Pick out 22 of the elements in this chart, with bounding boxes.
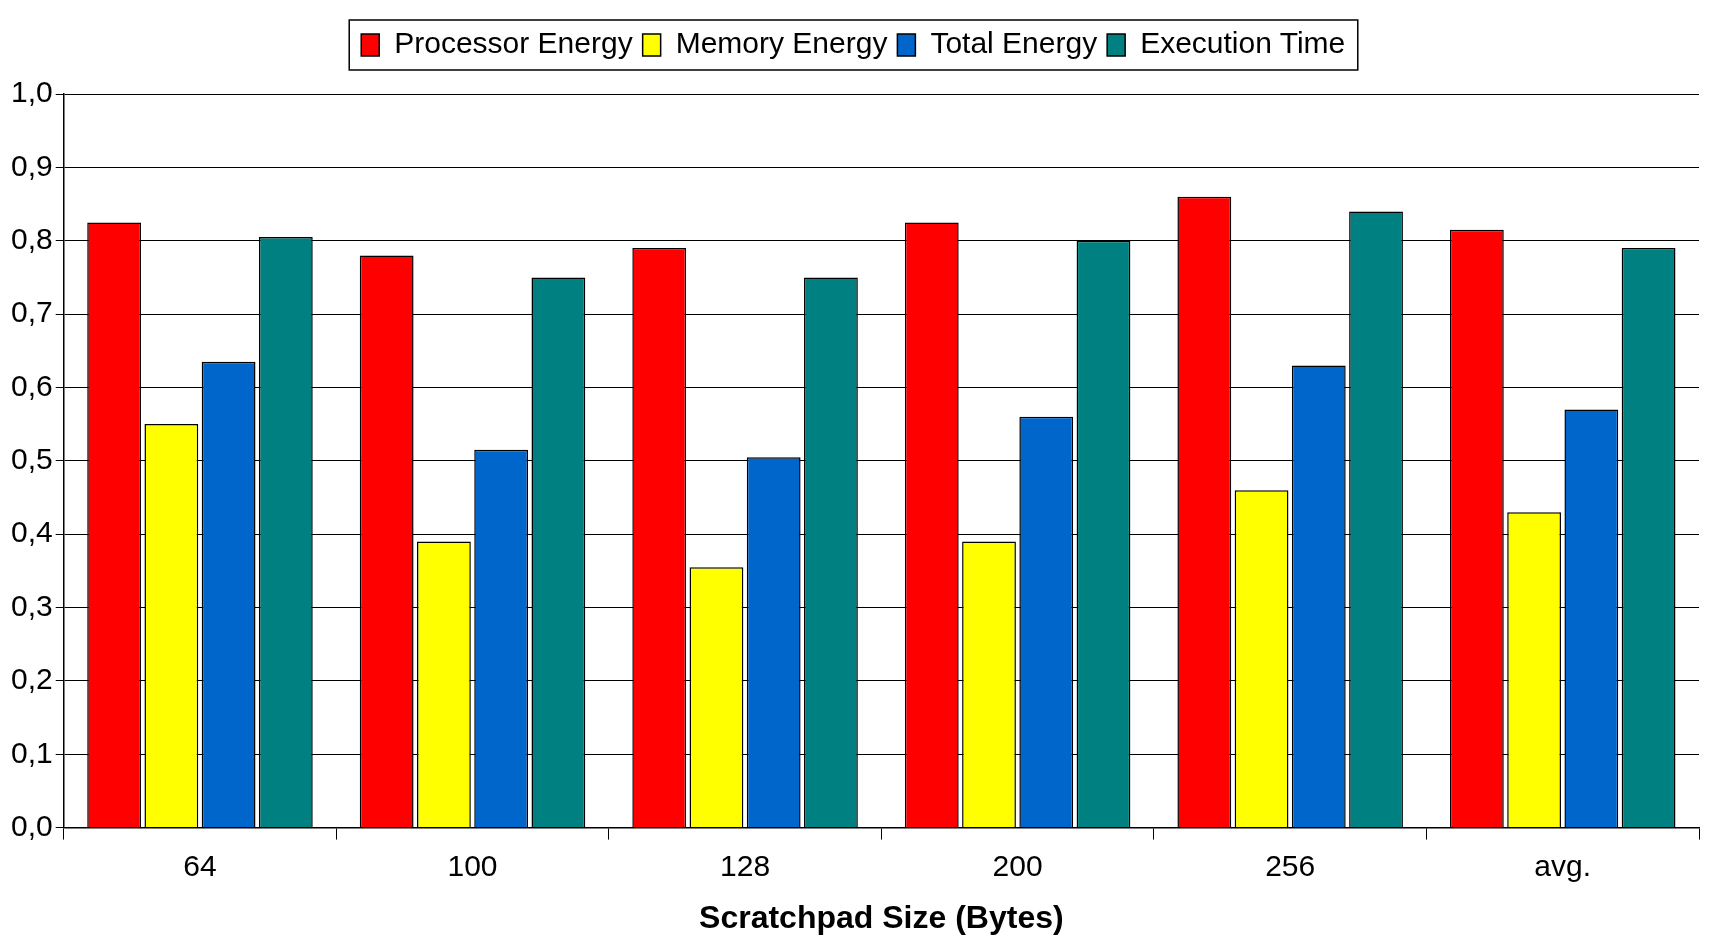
x-tick-label: 100 [447, 848, 498, 882]
x-axis-title: Scratchpad Size (Bytes) [699, 898, 1064, 935]
y-tick-label: 0,3 [10, 588, 53, 622]
x-tick-label: 64 [183, 848, 217, 882]
x-tick-label: 128 [720, 848, 771, 882]
y-tick-label: 0,6 [10, 368, 53, 402]
y-tick-label: 0,2 [10, 662, 53, 696]
legend-label: Processor Energy [394, 26, 633, 60]
x-tick-label: 256 [1265, 848, 1316, 882]
y-tick-label: 0,7 [10, 295, 53, 329]
y-tick-label: 0,4 [10, 515, 53, 549]
x-tick-label: 200 [992, 848, 1043, 882]
y-tick-label: 0,1 [10, 735, 53, 769]
y-tick-label: 0,5 [10, 442, 53, 476]
legend-label: Memory Energy [675, 26, 888, 60]
legend-label: Total Energy [930, 26, 1098, 60]
y-tick-label: 1,0 [10, 75, 53, 109]
y-tick-label: 0,9 [10, 148, 53, 182]
x-tick-label: avg. [1534, 848, 1592, 882]
y-tick-label: 0,8 [10, 221, 53, 255]
legend-label: Execution Time [1140, 26, 1346, 60]
y-tick-label: 0,0 [10, 808, 53, 842]
